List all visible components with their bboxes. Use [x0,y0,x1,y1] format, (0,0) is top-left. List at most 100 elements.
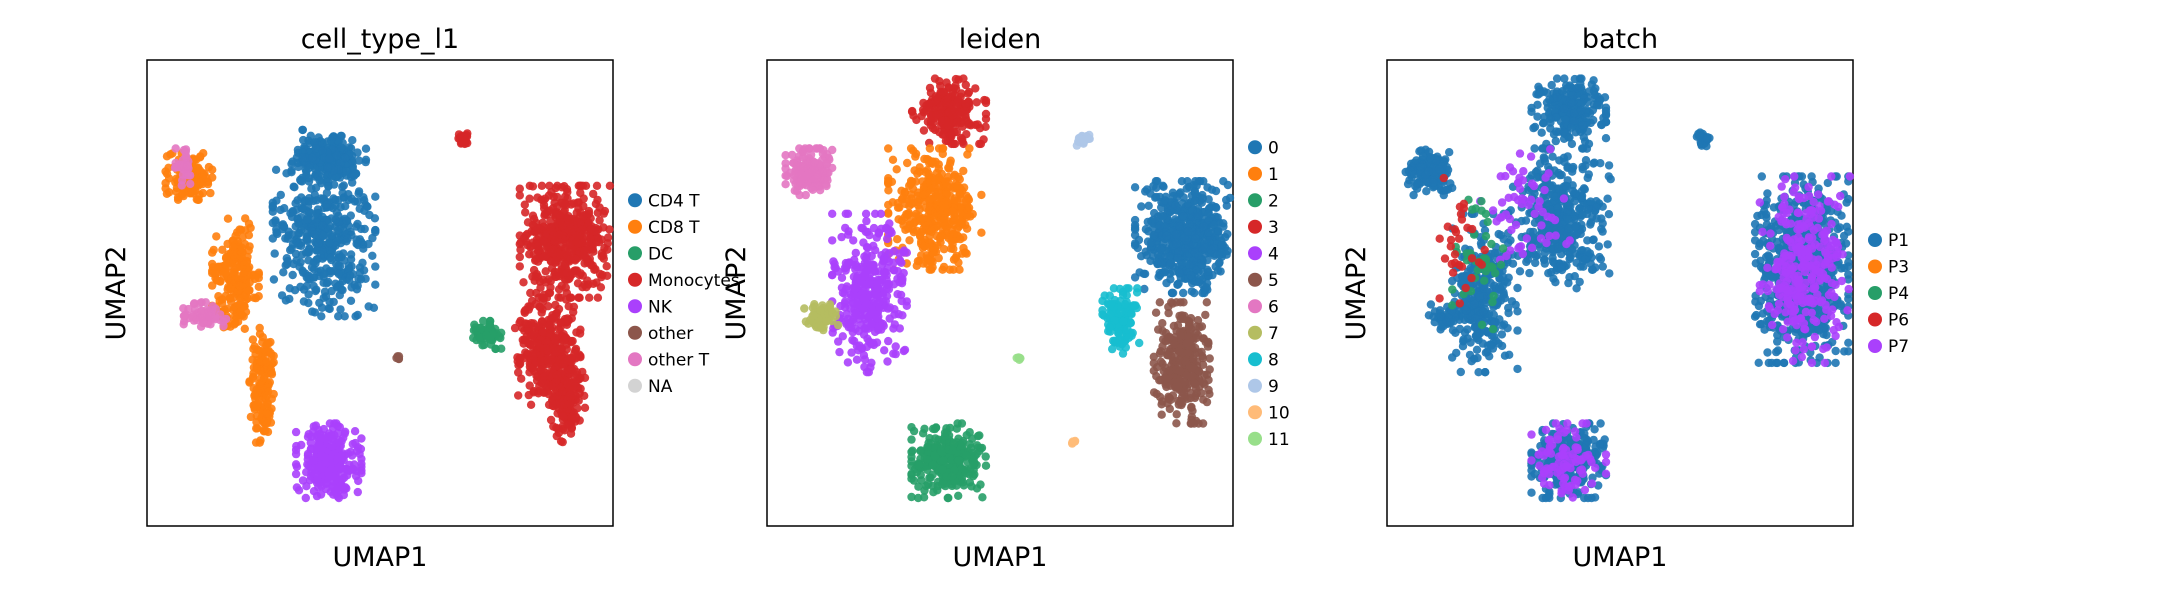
scatter-point [855,314,864,324]
scatter-point [360,196,369,205]
scatter-point [320,269,329,278]
scatter-point [1198,194,1208,203]
scatter-point [312,196,321,205]
scatter-point [957,218,966,227]
scatter-point [961,80,970,90]
scatter-point [834,337,843,346]
scatter-point [589,279,598,288]
scatter-point [194,195,203,204]
scatter-point [1155,221,1165,230]
scatter-point [350,427,360,436]
scatter-point [580,403,590,412]
scatter-point [184,171,193,180]
scatter-point [352,285,362,294]
scatter-point [514,391,523,400]
scatter-point [880,346,889,355]
scatter-point [254,292,263,301]
scatter-point [912,209,921,219]
scatter-point [350,170,359,179]
scatter-point [1172,239,1181,249]
scatter-point [1132,288,1142,297]
scatter-point [972,484,982,493]
scatter-point [304,197,314,206]
scatter-point [303,449,313,459]
scatter-point [335,436,344,445]
scatter-point [263,383,272,393]
scatter-point [344,264,354,273]
scatter-point [1171,230,1181,239]
scatter-point [1222,250,1231,259]
scatter-point [854,327,863,336]
scatter-point [883,357,892,366]
scatter-point [1098,306,1107,315]
scatter-point [248,374,258,383]
scatter-point [831,311,840,321]
cluster-cd4-t [268,153,380,321]
scatter-point [540,211,549,220]
scatter-point [951,84,961,94]
scatter-point [596,283,606,292]
legend-label: other [648,324,693,344]
scatter-point [208,248,217,257]
scatter-point [1175,268,1184,278]
scatter-point [255,367,265,376]
scatter-point [543,354,552,364]
scatter-point [515,252,524,262]
scatter-point [352,239,361,248]
scatter-point [521,231,531,240]
scatter-point [828,270,837,280]
scatter-point [1172,410,1181,419]
scatter-point [318,230,327,240]
scatter-point [841,209,850,218]
scatter-point [1217,240,1226,249]
scatter-point [302,468,311,477]
scatter-point [800,304,809,313]
scatter-point [535,342,544,352]
scatter-point [911,152,920,161]
scatter-point [599,251,608,260]
scatter-point [810,182,819,191]
scatter-point [334,312,343,321]
scatter-point [1143,217,1153,227]
scatter-point [248,335,258,344]
scatter-point [329,194,338,203]
scatter-point [589,189,598,199]
scatter-point [346,255,356,264]
scatter-point [291,449,301,459]
scatter-point [309,487,319,496]
scatter-point [1215,258,1224,267]
scatter-point [559,336,569,345]
scatter-point [255,357,265,366]
scatter-point [246,223,255,233]
scatter-point [181,147,190,156]
scatter-point [221,268,230,278]
scatter-point [221,260,230,270]
scatter-point [293,145,303,155]
scatter-point [326,253,335,263]
scatter-point [1195,367,1204,376]
scatter-point [817,323,826,333]
scatter-point [932,168,942,177]
scatter-point [978,493,987,502]
scatter-point [919,108,929,117]
scatter-point [1204,385,1213,395]
scatter-point [298,153,307,163]
scatter-point [359,266,369,275]
scatter-point [515,184,524,193]
scatter-point [1156,245,1166,255]
legend-marker [628,272,642,287]
scatter-point [335,422,344,432]
scatter-point [1144,201,1153,210]
scatter-point [893,290,902,299]
scatter-point [290,183,299,192]
scatter-point [781,151,790,160]
scatter-point [863,334,872,343]
scatter-point [309,273,318,282]
scatter-point [560,192,570,201]
scatter-point [1176,298,1185,307]
scatter-point [262,408,271,418]
scatter-point [524,390,533,400]
scatter-point [294,229,303,238]
scatter-point [1191,234,1200,243]
scatter-point [1212,203,1221,212]
